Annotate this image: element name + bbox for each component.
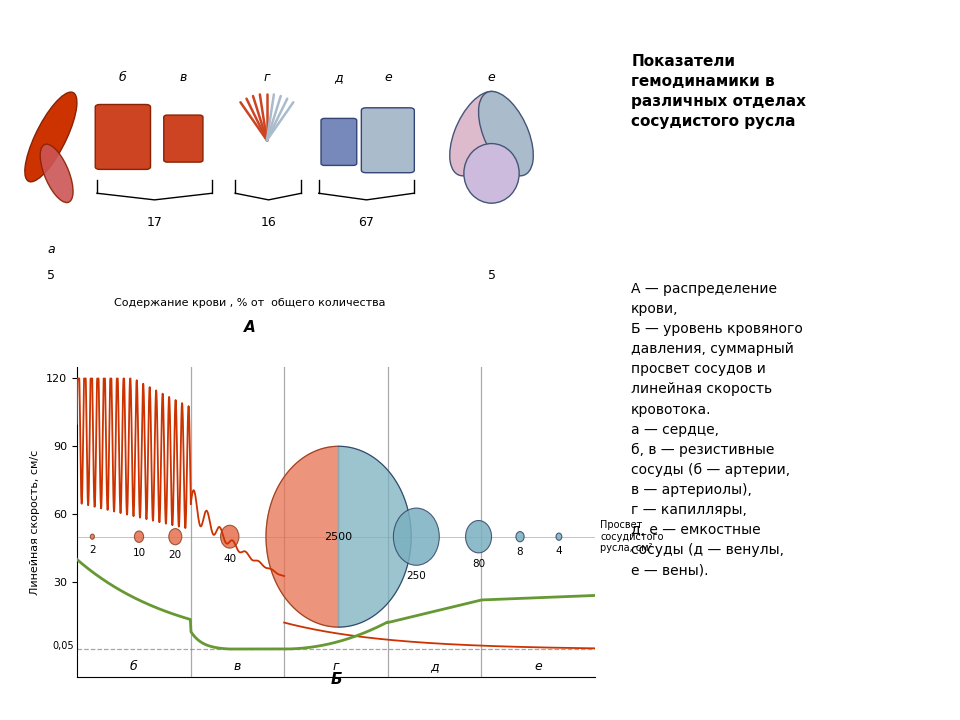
Text: г: г [333, 660, 339, 673]
FancyBboxPatch shape [95, 104, 151, 169]
Text: 80: 80 [472, 559, 485, 569]
Text: б: б [130, 660, 137, 673]
Text: 4: 4 [556, 546, 563, 556]
Text: 250: 250 [406, 571, 426, 581]
Text: в: в [234, 660, 241, 673]
Ellipse shape [449, 91, 505, 176]
Text: 0,05: 0,05 [53, 642, 74, 652]
Text: 8: 8 [516, 547, 523, 557]
Text: 67: 67 [359, 217, 374, 230]
Text: 40: 40 [223, 554, 236, 564]
Ellipse shape [394, 508, 440, 565]
Ellipse shape [478, 91, 534, 176]
FancyBboxPatch shape [164, 115, 203, 162]
Text: в: в [180, 71, 187, 84]
Text: б: б [119, 71, 127, 84]
Ellipse shape [169, 528, 181, 545]
Ellipse shape [516, 531, 524, 542]
FancyBboxPatch shape [361, 108, 415, 173]
Text: Просвет
сосудистого
русла, см²: Просвет сосудистого русла, см² [600, 520, 664, 553]
Text: 5: 5 [47, 269, 55, 282]
Ellipse shape [556, 533, 562, 540]
Text: е: е [488, 71, 495, 84]
Text: а: а [47, 243, 55, 256]
Y-axis label: Линейная скорость, см/с: Линейная скорость, см/с [31, 449, 40, 595]
Text: 20: 20 [169, 550, 181, 560]
Ellipse shape [466, 521, 492, 553]
Text: Содержание крови , % от  общего количества: Содержание крови , % от общего количеств… [114, 298, 385, 308]
Text: 2: 2 [89, 545, 96, 555]
Text: е: е [535, 660, 542, 673]
Polygon shape [339, 446, 411, 627]
Text: 2500: 2500 [324, 531, 352, 541]
Text: 16: 16 [261, 217, 276, 230]
Text: Показатели
гемодинамики в
различных отделах
сосудистого русла: Показатели гемодинамики в различных отде… [632, 54, 806, 129]
Text: д: д [430, 660, 439, 673]
Text: Б: Б [330, 672, 342, 687]
Ellipse shape [221, 526, 239, 548]
Ellipse shape [464, 143, 519, 203]
Ellipse shape [134, 531, 144, 542]
Text: г: г [264, 71, 270, 84]
Text: 10: 10 [132, 548, 146, 558]
Ellipse shape [40, 144, 73, 202]
Text: А: А [244, 320, 255, 336]
Text: А — распределение
крови,
Б — уровень кровяного
давления, суммарный
просвет сосуд: А — распределение крови, Б — уровень кро… [632, 282, 804, 577]
Text: е: е [384, 71, 392, 84]
Text: д: д [335, 71, 343, 84]
Ellipse shape [25, 92, 77, 181]
Polygon shape [266, 446, 339, 627]
FancyBboxPatch shape [321, 118, 357, 166]
Text: 17: 17 [147, 217, 162, 230]
Text: 5: 5 [488, 269, 495, 282]
Ellipse shape [90, 534, 94, 539]
